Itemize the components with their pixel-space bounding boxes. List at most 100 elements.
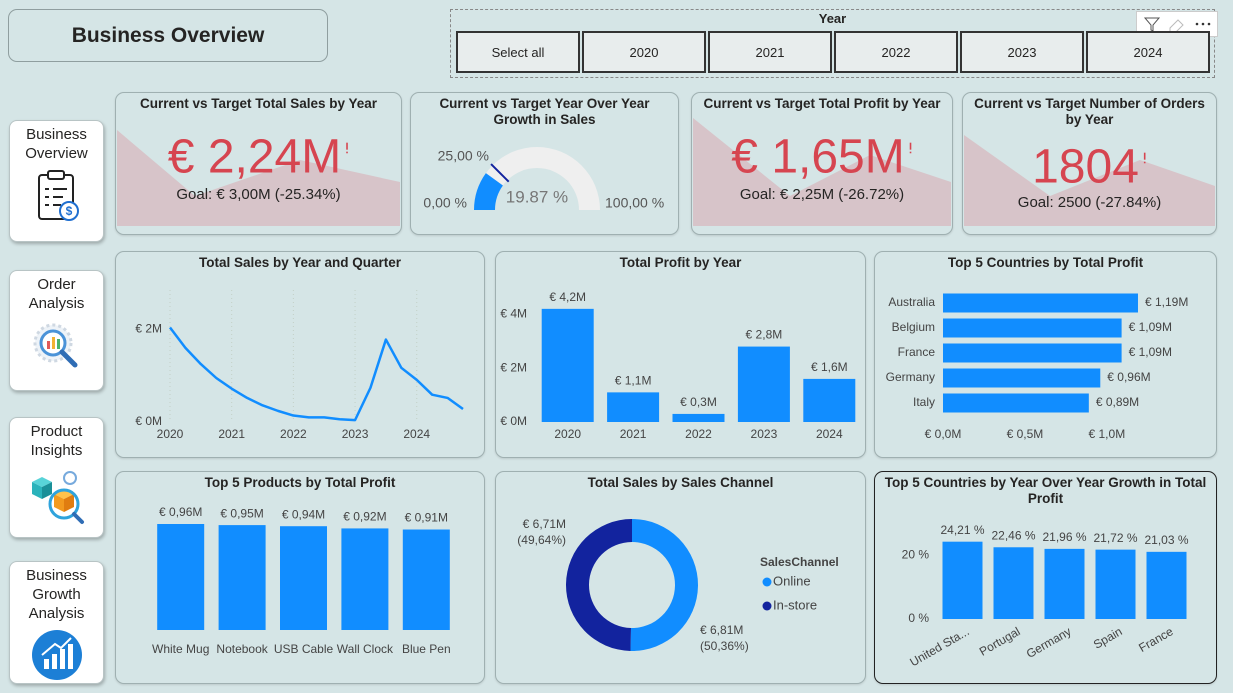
x-tick-label: 2023 [751, 427, 778, 441]
y-tick-label: € 2M [500, 360, 527, 374]
status-icon [909, 142, 912, 150]
card-title: Total Sales by Year and Quarter [198, 255, 402, 270]
x-tick-label: € 0,5M [1007, 427, 1044, 441]
card-title: Current vs Target Total Profit by Year [703, 96, 941, 111]
nav-icon [33, 323, 77, 368]
slicer-option[interactable]: 2023 [960, 31, 1084, 73]
card-title: Top 5 Countries by Total Profit [947, 255, 1144, 270]
legend-title: SalesChannel [760, 555, 839, 569]
value-label: € 0,95M [220, 506, 263, 520]
slicer-option[interactable]: 2020 [582, 31, 706, 73]
share-label: (49,64%) [517, 533, 566, 547]
bar [993, 547, 1034, 619]
y-tick-label: € 4M [500, 306, 527, 320]
value-label: € 2,8M [746, 328, 783, 342]
card-title: Current vs Target Year Over Year Growth … [439, 96, 650, 127]
value-label: 21,03 % [1144, 533, 1188, 547]
kpi-goal: Goal: € 2,25M (-26.72%) [740, 186, 904, 203]
card-title: Top 5 Countries by Year Over Year Growth… [884, 475, 1207, 506]
x-tick-label: 2021 [620, 427, 647, 441]
bar [402, 529, 450, 630]
x-tick-label: Portugal [977, 624, 1023, 658]
nav-icon [31, 471, 84, 524]
value-label: € 0,96M [159, 505, 202, 519]
bar [280, 526, 327, 630]
card-title: Current vs Target Total Sales by Year [139, 96, 378, 111]
x-tick-label: Wall Clock [337, 642, 394, 656]
bar [157, 524, 205, 630]
gauge-target-label: 25,00 % [438, 148, 489, 164]
gauge-target [490, 163, 510, 183]
x-tick-label: 2024 [403, 427, 430, 441]
x-tick-label: € 0,0M [925, 427, 962, 441]
x-tick-label: 2024 [816, 427, 843, 441]
y-tick-label: France [898, 345, 936, 359]
gauge-track [474, 147, 600, 210]
card-title: Total Sales by Sales Channel [587, 475, 774, 490]
y-tick-label: 0 % [908, 611, 929, 625]
nav-tile[interactable]: Product Insights [9, 417, 104, 538]
slicer-option[interactable]: 2022 [834, 31, 958, 73]
legend-label: In-store [773, 597, 817, 612]
bar [803, 378, 856, 422]
nav-label: Order Analysis [28, 276, 85, 312]
x-tick-label: USB Cable [274, 642, 334, 656]
bar [1095, 549, 1136, 619]
kpi-value: 1804 [1032, 141, 1139, 194]
value-label: € 0,91M [405, 511, 448, 525]
status-icon [346, 142, 348, 150]
nav-tile[interactable]: Business Growth Analysis [9, 561, 104, 684]
y-tick-label: € 2M [135, 322, 162, 336]
x-tick-label: France [1136, 624, 1176, 655]
y-tick-label: € 0M [135, 414, 162, 428]
value-label: € 0,94M [282, 507, 325, 521]
slicer-option[interactable]: Select all [456, 31, 580, 73]
x-tick-label: 2020 [554, 427, 581, 441]
x-tick-label: Germany [1024, 624, 1074, 661]
x-tick-label: 2022 [685, 427, 712, 441]
slicer-title: Year [818, 11, 847, 26]
card-title: Total Profit by Year [619, 255, 742, 270]
legend-marker [762, 577, 772, 587]
x-tick-label: € 1,0M [1089, 427, 1126, 441]
y-tick-label: Italy [913, 395, 935, 409]
status-icon [909, 151, 912, 154]
value-label: 22,46 % [991, 528, 1035, 542]
gauge-value [474, 173, 503, 210]
nav-tile[interactable]: Business Overview $ [9, 120, 104, 242]
legend-marker [762, 601, 772, 611]
bar [943, 393, 1089, 413]
trend-area [964, 135, 1215, 226]
value-label: € 6,71M [523, 517, 566, 531]
slicer-option[interactable]: 2024 [1086, 31, 1210, 73]
share-label: (50,36%) [700, 639, 749, 653]
bar [607, 392, 660, 422]
bar [218, 525, 266, 630]
y-tick-label: Belgium [892, 320, 935, 334]
header: Business Overview [8, 9, 328, 62]
value-label: € 0,89M [1096, 395, 1139, 409]
nav-tile[interactable]: Order Analysis [9, 270, 104, 391]
value-label: € 0,92M [343, 510, 386, 524]
year-slicer: Year Select all 2020 2021 2022 2023 2024 [450, 9, 1218, 78]
value-label: 21,96 % [1042, 530, 1086, 544]
legend-label: Online [773, 573, 811, 588]
nav-icon: $ [37, 170, 79, 221]
card: Total Sales by Sales Channel [495, 471, 866, 684]
value-label: € 0,3M [680, 395, 717, 409]
kpi-goal: Goal: 2500 (-27.84%) [1018, 194, 1161, 211]
x-tick-label: Spain [1091, 624, 1125, 651]
donut-slice [630, 519, 698, 651]
x-tick-label: Blue Pen [402, 642, 451, 656]
value-label: € 4,2M [549, 290, 586, 304]
x-tick-label: United Sta... [907, 624, 971, 669]
bar [943, 368, 1101, 388]
value-label: € 1,19M [1145, 295, 1188, 309]
trend-area [117, 130, 400, 226]
slicer-option[interactable]: 2021 [708, 31, 832, 73]
value-label: € 0,96M [1107, 370, 1150, 384]
bar [942, 541, 983, 619]
y-tick-label: € 0M [500, 414, 527, 428]
y-tick-label: Australia [888, 295, 935, 309]
